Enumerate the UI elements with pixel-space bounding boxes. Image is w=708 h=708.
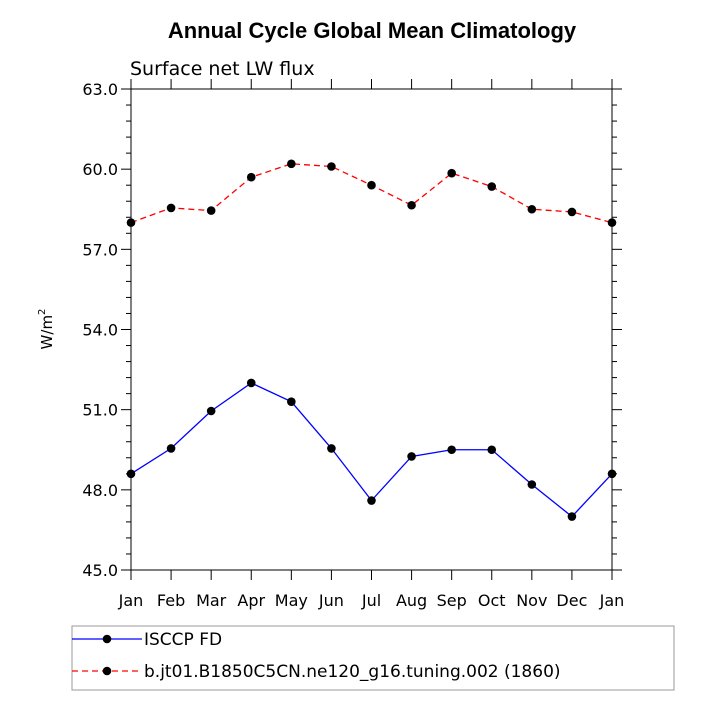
data-point: [367, 180, 376, 190]
data-point: [246, 172, 256, 182]
series-2: [126, 159, 617, 227]
legend-label: ISCCP FD: [144, 630, 222, 650]
y-tick-label: 57.0: [82, 240, 118, 259]
x-tick-label: Mar: [196, 591, 227, 610]
x-tick-label: Jan: [599, 591, 625, 610]
data-point: [447, 168, 456, 178]
data-point: [246, 378, 256, 388]
plot-series: [126, 159, 617, 521]
legend-box: [71, 625, 675, 691]
data-point: [287, 397, 296, 406]
x-tick-label: Oct: [478, 591, 506, 610]
series-1: [126, 378, 617, 521]
x-tick-label: Jul: [361, 591, 381, 610]
x-tick-label: Dec: [556, 591, 587, 610]
series-line: [130, 163, 613, 224]
plot-frame: [130, 88, 613, 571]
y-tick-label: 48.0: [82, 481, 118, 500]
data-point: [447, 445, 456, 455]
y-tick-label: 45.0: [82, 561, 118, 580]
x-tick-label: Nov: [516, 591, 547, 610]
x-tick-label: Apr: [237, 591, 265, 610]
legend-marker: [102, 634, 112, 644]
data-point: [166, 203, 176, 213]
legend: ISCCP FD b.jt01.B1850C5CN.ne120_g16.tunin…: [71, 625, 675, 691]
x-tick-label: Feb: [157, 591, 185, 610]
y-axis-label: W/m: [38, 315, 56, 350]
y-tick-label: 63.0: [82, 80, 118, 99]
x-tick-label: Jan: [118, 591, 144, 610]
data-point: [407, 200, 416, 210]
x-tick-label: Jun: [318, 591, 344, 610]
chart-subtitle: Surface net LW flux: [130, 58, 315, 80]
data-point: [567, 512, 577, 521]
data-point: [327, 444, 336, 453]
x-tick-label: May: [275, 591, 308, 610]
data-point: [527, 480, 537, 489]
data-point: [367, 496, 376, 505]
data-point: [407, 452, 416, 461]
data-point: [567, 207, 577, 217]
data-point: [206, 206, 216, 215]
y-axis-title: W/m2: [37, 309, 56, 350]
y-axis-label-superscript: 2: [37, 309, 48, 315]
data-point: [206, 406, 216, 416]
y-tick-label: 51.0: [82, 401, 118, 420]
y-tick-label: 60.0: [82, 160, 118, 179]
data-point: [487, 182, 497, 191]
data-point: [527, 204, 537, 214]
axis-ticks: 45.0 48.0 51.0 54.0 57.0 60.0 63.0 Jan Feb Mar Apr…: [82, 79, 624, 610]
y-tick-label: 54.0: [82, 321, 118, 340]
legend-label: b.jt01.B1850C5CN.ne120_g16.tuning.002 (1…: [144, 662, 561, 682]
x-tick-label: Sep: [437, 591, 467, 610]
data-point: [327, 162, 336, 171]
data-point: [487, 445, 497, 455]
data-point: [287, 159, 296, 169]
legend-marker: [102, 666, 112, 676]
svg-text:W/m2: W/m2: [37, 309, 56, 350]
data-point: [166, 444, 176, 453]
x-tick-label: Aug: [396, 591, 427, 610]
chart-title: Annual Cycle Global Mean Climatology: [168, 18, 577, 43]
